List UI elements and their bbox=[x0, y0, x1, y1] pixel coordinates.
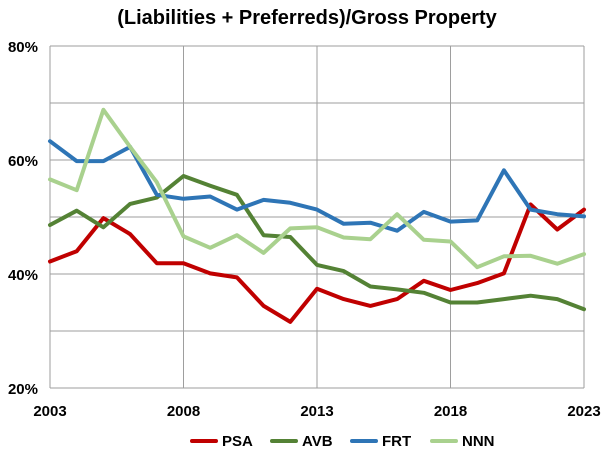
y-tick-label: 20% bbox=[8, 381, 38, 398]
legend-label-avb: AVB bbox=[302, 433, 333, 450]
legend-label-psa: PSA bbox=[222, 433, 253, 450]
legend: PSA AVB FRT NNN bbox=[190, 433, 495, 450]
legend-label-nnn: NNN bbox=[462, 433, 495, 450]
grid bbox=[49, 45, 585, 389]
legend-label-frt: FRT bbox=[382, 433, 411, 450]
y-tick-label: 80% bbox=[8, 39, 38, 56]
series-line-frt bbox=[48, 139, 586, 233]
y-tick-label: 60% bbox=[8, 153, 38, 170]
y-axis-ticks: 20% 40% 60% 80% bbox=[8, 39, 38, 398]
series-lines bbox=[48, 107, 586, 324]
y-tick-label: 40% bbox=[8, 267, 38, 284]
series-line-avb bbox=[48, 174, 586, 312]
x-tick-label: 2003 bbox=[33, 403, 66, 420]
x-tick-label: 2018 bbox=[434, 403, 467, 420]
series-line-nnn bbox=[48, 107, 586, 270]
series-line-psa bbox=[48, 202, 586, 324]
x-axis-ticks: 2003 2008 2013 2018 2023 bbox=[33, 403, 600, 420]
x-tick-label: 2013 bbox=[300, 403, 333, 420]
x-tick-label: 2008 bbox=[167, 403, 200, 420]
chart-title: (Liabilities + Preferreds)/Gross Propert… bbox=[117, 7, 497, 29]
x-tick-label: 2023 bbox=[567, 403, 600, 420]
